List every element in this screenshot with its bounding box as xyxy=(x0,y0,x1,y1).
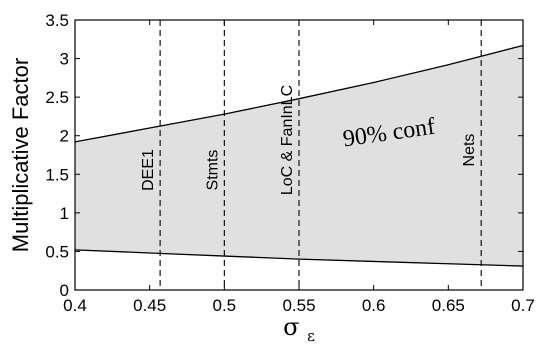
y-tick-label-4: 2 xyxy=(60,127,69,146)
y-axis-ticks: 0 0.5 1 1.5 2 2.5 3 3.5 xyxy=(45,11,523,300)
marker-label-1: Stmts xyxy=(204,150,221,191)
x-tick-label-0: 0.4 xyxy=(63,296,87,315)
lower-bound-line xyxy=(74,249,524,267)
y-axis-title: Multiplicative Factor xyxy=(8,58,33,252)
marker-label-3: Nets xyxy=(461,134,478,167)
x-tick-label-6: 0.7 xyxy=(511,296,535,315)
y-tick-label-1: 0.5 xyxy=(45,242,69,261)
vertical-markers: DEE1 Stmts LoC & FanInLC Nets xyxy=(140,20,482,290)
marker-label-0: DEE1 xyxy=(140,149,157,191)
x-axis-ticks: 0.4 0.45 0.5 0.55 0.6 0.65 0.7 xyxy=(63,20,535,315)
x-tick-label-4: 0.6 xyxy=(362,296,386,315)
y-tick-label-6: 3 xyxy=(60,50,69,69)
x-tick-label-1: 0.45 xyxy=(133,296,166,315)
y-tick-label-0: 0 xyxy=(60,281,69,300)
x-tick-label-3: 0.55 xyxy=(282,296,315,315)
marker-label-2: LoC & FanInLC xyxy=(279,85,296,195)
upper-bound-line xyxy=(74,44,524,143)
x-tick-label-2: 0.5 xyxy=(213,296,237,315)
y-tick-label-3: 1.5 xyxy=(45,165,69,184)
y-tick-label-2: 1 xyxy=(60,204,69,223)
x-axis-title-symbol: σ xyxy=(283,313,299,341)
x-tick-label-5: 0.65 xyxy=(432,296,465,315)
y-tick-label-7: 3.5 xyxy=(45,11,69,30)
x-axis-title: σ ε xyxy=(283,313,315,345)
x-axis-title-subscript: ε xyxy=(307,327,315,345)
y-tick-label-5: 2.5 xyxy=(45,88,69,107)
